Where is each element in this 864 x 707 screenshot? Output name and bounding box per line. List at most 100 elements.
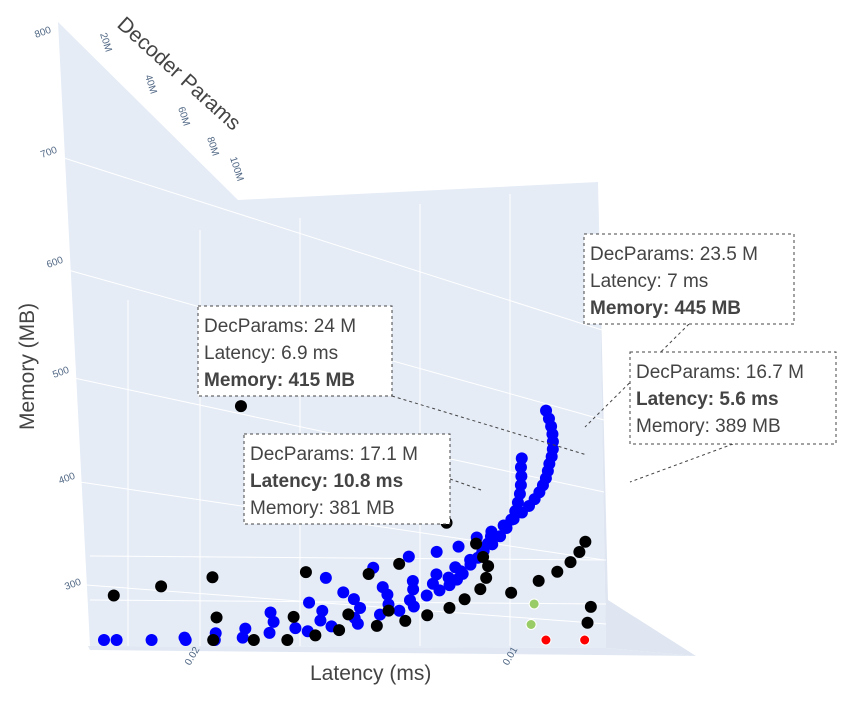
y-tick-label: 60M bbox=[175, 106, 191, 128]
scatter-point[interactable] bbox=[513, 487, 526, 500]
scatter-point[interactable] bbox=[579, 634, 591, 646]
scatter-point[interactable] bbox=[206, 571, 219, 584]
scatter-point[interactable] bbox=[480, 571, 493, 584]
scatter-point[interactable] bbox=[299, 566, 312, 579]
scatter-point[interactable] bbox=[399, 614, 412, 627]
scatter-point[interactable] bbox=[494, 530, 507, 543]
scatter-point[interactable] bbox=[234, 400, 247, 413]
scatter-point[interactable] bbox=[477, 550, 490, 563]
scatter-point[interactable] bbox=[98, 634, 110, 646]
scatter-point[interactable] bbox=[393, 557, 406, 570]
scatter-point[interactable] bbox=[458, 593, 471, 606]
scatter-point[interactable] bbox=[362, 567, 375, 580]
scatter-point[interactable] bbox=[155, 580, 168, 593]
scatter-point[interactable] bbox=[420, 589, 433, 602]
scatter-point[interactable] bbox=[456, 567, 469, 580]
scatter-point[interactable] bbox=[145, 634, 158, 646]
scatter-point[interactable] bbox=[347, 593, 360, 606]
z-tick-label: 700 bbox=[39, 145, 59, 161]
scatter-point[interactable] bbox=[354, 602, 367, 614]
annotation-line: Memory: 445 MB bbox=[590, 298, 741, 319]
scatter-point[interactable] bbox=[281, 634, 294, 646]
scatter-point[interactable] bbox=[402, 550, 415, 563]
scatter-point[interactable] bbox=[287, 610, 300, 623]
scatter-point[interactable] bbox=[514, 479, 527, 492]
scatter-point[interactable] bbox=[421, 609, 434, 622]
scatter-point[interactable] bbox=[430, 568, 443, 581]
annotation-box bbox=[243, 433, 451, 525]
scatter-point[interactable] bbox=[474, 583, 487, 596]
scatter-point[interactable] bbox=[393, 604, 406, 617]
scatter-point[interactable] bbox=[351, 617, 364, 630]
annotation-line: Latency: 10.8 ms bbox=[250, 471, 403, 492]
scatter-point[interactable] bbox=[207, 634, 220, 646]
annotation-line: DecParams: 24 M bbox=[204, 316, 356, 337]
scatter-point[interactable] bbox=[584, 600, 597, 613]
scatter-point[interactable] bbox=[581, 616, 594, 629]
scatter-point[interactable] bbox=[333, 624, 346, 637]
scatter-point[interactable] bbox=[319, 571, 332, 584]
z-axis-title: Memory (MB) bbox=[16, 303, 39, 430]
scatter-point[interactable] bbox=[406, 575, 419, 588]
scatter-point[interactable] bbox=[515, 470, 528, 483]
scatter-point[interactable] bbox=[407, 583, 420, 596]
scatter-point[interactable] bbox=[381, 588, 394, 601]
scatter-point[interactable] bbox=[532, 574, 545, 587]
annotation-box bbox=[629, 351, 837, 445]
z-tick-label: 800 bbox=[33, 25, 53, 41]
y-tick-label: 100M bbox=[227, 156, 245, 183]
scatter-point[interactable] bbox=[482, 560, 495, 573]
scatter-point[interactable] bbox=[470, 537, 483, 550]
annotation-line: DecParams: 23.5 M bbox=[590, 244, 758, 265]
annotation-box bbox=[583, 233, 795, 325]
scatter-point[interactable] bbox=[433, 584, 446, 597]
scatter-point[interactable] bbox=[430, 545, 443, 558]
scatter-point[interactable] bbox=[540, 634, 552, 646]
scatter-point[interactable] bbox=[564, 556, 577, 569]
scatter-point[interactable] bbox=[267, 615, 280, 628]
scatter-point[interactable] bbox=[210, 611, 223, 624]
scatter-point[interactable] bbox=[110, 634, 123, 646]
scatter-point[interactable] bbox=[528, 598, 540, 610]
annotation-line: DecParams: 17.1 M bbox=[250, 444, 418, 465]
annotation-line: Latency: 6.9 ms bbox=[204, 343, 338, 364]
scatter-point[interactable] bbox=[342, 608, 355, 621]
scatter-point[interactable] bbox=[505, 586, 518, 599]
y-tick-label: 40M bbox=[142, 74, 158, 96]
scatter-point[interactable] bbox=[579, 535, 592, 548]
annotation-line: Memory: 415 MB bbox=[204, 370, 355, 391]
scatter-point[interactable] bbox=[382, 604, 395, 617]
scatter-point[interactable] bbox=[236, 631, 249, 644]
scatter-point[interactable] bbox=[540, 404, 553, 417]
scatter-point[interactable] bbox=[309, 629, 322, 642]
annotation-box bbox=[197, 305, 393, 397]
scatter-point[interactable] bbox=[573, 546, 586, 559]
scatter-point[interactable] bbox=[407, 600, 420, 613]
annotation-line: Memory: 389 MB bbox=[636, 416, 781, 437]
scatter-point[interactable] bbox=[247, 634, 260, 646]
z-tick-label: 400 bbox=[57, 471, 77, 487]
annotation-line: Latency: 5.6 ms bbox=[636, 389, 779, 410]
scatter-point[interactable] bbox=[303, 596, 316, 609]
scatter-point[interactable] bbox=[515, 452, 528, 465]
scatter-point[interactable] bbox=[264, 606, 277, 619]
scatter-point[interactable] bbox=[525, 619, 537, 631]
scatter-point[interactable] bbox=[314, 614, 327, 627]
scatter-point[interactable] bbox=[551, 565, 564, 578]
z-tick-label: 300 bbox=[63, 577, 83, 593]
scatter-point[interactable] bbox=[370, 619, 383, 632]
scatter-point[interactable] bbox=[316, 604, 329, 617]
scatter-point[interactable] bbox=[484, 530, 497, 543]
right-wall-plane bbox=[598, 182, 696, 656]
scatter-point[interactable] bbox=[263, 626, 276, 639]
scatter-point[interactable] bbox=[289, 622, 302, 635]
scatter-point[interactable] bbox=[443, 601, 456, 614]
scatter-point[interactable] bbox=[179, 634, 192, 646]
scatter-point[interactable] bbox=[107, 589, 120, 602]
scatter-point[interactable] bbox=[514, 461, 527, 474]
scatter-point[interactable] bbox=[337, 586, 350, 599]
scatter-point[interactable] bbox=[452, 540, 465, 553]
annotation-leader bbox=[629, 443, 734, 483]
